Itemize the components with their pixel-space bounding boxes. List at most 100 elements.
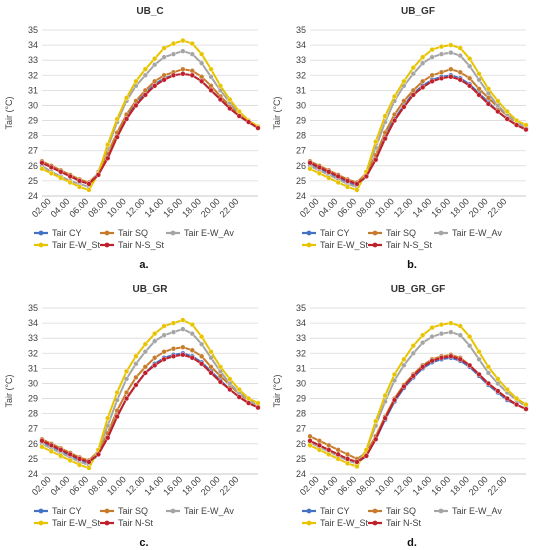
data-point [326,175,332,181]
legend-marker [372,520,378,526]
data-point [382,113,388,119]
data-point [170,353,177,359]
x-tick-label: 04.00 [317,196,340,219]
legend-marker [104,520,110,526]
data-point [142,341,148,347]
data-point [476,86,482,92]
legend-marker [38,242,44,248]
x-tick-label: 06.00 [67,196,90,219]
data-point [344,184,351,190]
data-point [391,117,398,124]
series-line-3 [309,51,527,188]
data-point [170,72,177,78]
legend-entry: Tair E-W_Av [184,228,234,238]
data-point [448,329,454,335]
data-point [457,53,463,59]
data-point [227,105,233,112]
data-point [199,74,205,80]
data-point [382,392,388,399]
legend-entry: Tair E-W_Av [452,506,502,516]
data-point [307,438,313,444]
data-point [170,320,177,326]
data-point [114,389,120,396]
legend-entry: Tair SQ [386,506,416,516]
data-point [495,388,501,394]
data-point [180,317,186,323]
data-point [170,51,177,57]
x-tick-label: 20.00 [199,196,222,219]
series-line-4 [309,322,527,468]
data-point [344,178,351,184]
data-point [170,329,177,335]
data-point [199,78,205,84]
data-point [307,442,313,448]
x-tick-label: 22.00 [218,196,241,219]
x-tick-label: 14.00 [142,196,165,219]
data-point [86,181,92,187]
legend-entry: Tair N-S_St [118,240,165,250]
data-point [523,406,529,412]
x-tick-label: 12.00 [124,474,147,497]
data-point [391,371,398,378]
data-point [467,63,473,69]
x-tick-label: 08.00 [354,474,377,497]
legend-entry: Tair CY [320,228,350,238]
chart-title: UB_C [136,6,163,17]
data-point [514,122,520,128]
data-point [152,355,158,361]
x-tick-label: 08.00 [86,196,109,219]
data-point [410,343,416,349]
data-point [438,69,445,75]
data-point [354,187,360,193]
data-point [438,75,445,81]
data-point [180,344,186,350]
data-point [95,172,101,178]
data-point [95,451,101,457]
data-point [39,166,45,172]
x-tick-label: 20.00 [467,196,490,219]
y-tick-label: 34 [296,40,306,50]
x-tick-label: 22.00 [218,474,241,497]
data-point [246,119,252,125]
data-point [161,77,167,83]
data-point [429,358,435,364]
legend-entry: Tair N-St [386,518,422,528]
y-tick-label: 34 [28,40,38,50]
legend-entry: Tair SQ [118,228,148,238]
y-tick-label: 35 [28,25,38,35]
x-tick-label: 04.00 [317,474,340,497]
data-point [189,72,195,78]
legend-marker [38,230,44,236]
x-tick-label: 14.00 [410,474,433,497]
data-point [514,401,520,408]
data-point [335,173,341,179]
x-tick-label: 10.00 [373,196,396,219]
data-point [335,456,341,462]
data-point [335,447,341,453]
x-tick-label: 14.00 [410,196,433,219]
data-point [236,394,242,400]
data-point [420,54,426,60]
data-point [161,72,167,78]
data-point [326,447,332,453]
data-point [86,459,92,465]
legend-marker [372,230,378,236]
x-tick-label: 06.00 [335,474,358,497]
legend-marker [170,230,176,236]
y-tick-label: 29 [28,116,38,126]
legend-entry: Tair E-W_Av [452,228,502,238]
data-point [429,334,435,340]
y-tick-label: 32 [296,348,306,358]
chart-title: UB_GF [401,6,435,17]
data-point [58,169,64,175]
data-point [401,383,407,390]
x-tick-label: 16.00 [161,474,184,497]
data-point [448,42,454,48]
data-point [208,355,214,361]
data-point [344,456,351,462]
y-tick-label: 24 [28,191,38,201]
data-point [105,155,111,161]
data-point [391,93,398,100]
data-point [354,463,360,470]
data-point [105,415,111,421]
